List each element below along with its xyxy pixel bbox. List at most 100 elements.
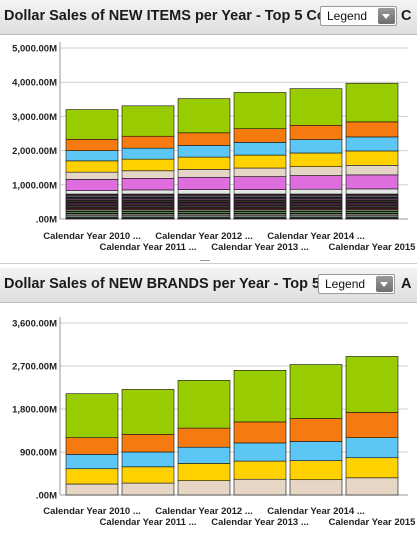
- bar-segment: [345, 150, 399, 166]
- chart-panel-new-brands: Dollar Sales of NEW BRANDS per Year - To…: [0, 268, 417, 537]
- bar-segment: [233, 442, 287, 462]
- bar-segment: [233, 176, 287, 190]
- y-tick-label: .00M: [36, 215, 57, 226]
- bar-segment: [289, 124, 343, 140]
- bar-segment: [345, 121, 399, 138]
- resize-grip-icon[interactable]: [200, 260, 210, 261]
- bar-segment: [65, 109, 119, 140]
- bar-segment: [65, 468, 119, 485]
- bar-segment: [345, 437, 399, 459]
- x-tick-label: Calendar Year 2012 ...: [155, 506, 253, 517]
- x-tick-label: Calendar Year 2012 ...: [155, 231, 253, 242]
- panel-title-bar: Dollar Sales of NEW ITEMS per Year - Top…: [0, 0, 417, 35]
- bar-segment: [345, 188, 399, 195]
- legend-dropdown-label: Legend: [325, 277, 366, 291]
- bar-segment: [121, 178, 175, 191]
- chart-new-brands: .00M 900.00M 1,800.00M 2,700.00M 3,600.00M Ca…: [12, 317, 417, 528]
- y-tick-label: 1,000.00M: [12, 180, 57, 191]
- x-tick-label: Calendar Year 2013 ...: [211, 517, 309, 528]
- x-tick-label: Calendar Year 2010 ...: [43, 506, 141, 517]
- bar-segment: [65, 393, 119, 438]
- bar-segment: [233, 154, 287, 169]
- bar-segment: [289, 188, 343, 195]
- y-tick-label: 4,000.00M: [12, 78, 57, 89]
- y-tick-label: 3,000.00M: [12, 112, 57, 123]
- bar-segment: [121, 434, 175, 453]
- bar-segment: [289, 88, 343, 126]
- bar-segment: [65, 139, 119, 151]
- chart-panel-new-items: Dollar Sales of NEW ITEMS per Year - Top…: [0, 0, 417, 258]
- bar-segment: [345, 412, 399, 438]
- legend-dropdown[interactable]: Legend: [318, 274, 395, 294]
- panel-title-bar: Dollar Sales of NEW BRANDS per Year - To…: [0, 268, 417, 303]
- y-tick-label: .00M: [36, 491, 57, 502]
- x-tick-label: Calendar Year 2014 ...: [267, 231, 365, 242]
- y-tick-label: 3,600.00M: [12, 319, 57, 330]
- y-tick-label: 2,000.00M: [12, 146, 57, 157]
- bar-segment: [289, 364, 343, 419]
- bar-segment: [233, 167, 287, 177]
- chevron-down-icon[interactable]: [376, 276, 393, 292]
- bar-segment: [233, 460, 287, 480]
- bar-segment: [121, 389, 175, 435]
- bar-segment: [345, 477, 399, 496]
- bar-segment: [289, 460, 343, 481]
- divider-line: [0, 263, 417, 264]
- title-overflow-text: C: [401, 8, 412, 24]
- bar-segment: [65, 160, 119, 173]
- panel-title: Dollar Sales of NEW ITEMS per Year - Top…: [4, 8, 335, 24]
- bar-segment: [121, 170, 175, 179]
- panel-title: Dollar Sales of NEW BRANDS per Year - To…: [4, 276, 335, 292]
- bar-segment: [121, 147, 175, 160]
- bar-segment: [345, 82, 399, 123]
- bar-segment: [177, 427, 231, 448]
- y-tick-label: 2,700.00M: [12, 362, 57, 373]
- x-tick-label: Calendar Year 2011 ...: [99, 517, 196, 528]
- bar-segment: [121, 105, 175, 137]
- bar-segment: [121, 189, 175, 195]
- bar-segment: [289, 152, 343, 167]
- y-tick-label: 5,000.00M: [12, 44, 57, 55]
- bar-segment: [233, 92, 287, 130]
- bar-segment: [233, 421, 287, 444]
- bar-segment: [345, 356, 399, 413]
- bar-segment: [177, 156, 231, 170]
- x-tick-label: Calendar Year 2015: [329, 517, 417, 528]
- bar-segment: [289, 166, 343, 176]
- bar-segment: [65, 437, 119, 455]
- chevron-down-icon[interactable]: [378, 8, 395, 24]
- bar-segment: [233, 478, 287, 496]
- bar-segment: [121, 158, 175, 172]
- bar-segment: [65, 483, 119, 496]
- bar-segment: [177, 480, 231, 496]
- bar-segment: [177, 446, 231, 464]
- bar-segment: [289, 139, 343, 154]
- x-tick-label: Calendar Year 2014 ...: [267, 506, 365, 517]
- bar-segment: [289, 418, 343, 442]
- bar-segment: [177, 98, 231, 134]
- bar-segment: [345, 457, 399, 479]
- bar-segment: [289, 175, 343, 190]
- bar-segment: [65, 179, 119, 191]
- panel-divider: [0, 258, 417, 268]
- title-overflow-text: A: [401, 276, 412, 292]
- x-tick-label: Calendar Year 2010 ...: [43, 231, 141, 242]
- bar-segment: [233, 189, 287, 195]
- legend-dropdown[interactable]: Legend: [320, 6, 397, 26]
- bar-segment: [121, 451, 175, 468]
- bar-segment: [177, 145, 231, 158]
- x-tick-label: Calendar Year 2013 ...: [211, 242, 309, 253]
- bar-segment: [65, 454, 119, 470]
- legend-dropdown-label: Legend: [327, 9, 368, 23]
- bar-segment: [289, 441, 343, 461]
- bar-segment: [177, 189, 231, 195]
- bar-segment: [345, 174, 399, 190]
- bar-segment: [345, 136, 399, 152]
- bar-segment: [65, 171, 119, 180]
- bar-segment: [177, 463, 231, 481]
- bar-segment: [177, 176, 231, 190]
- bar-segment: [233, 370, 287, 423]
- bar-segment: [233, 128, 287, 143]
- bar-segment: [289, 479, 343, 496]
- bar-segment: [345, 165, 399, 176]
